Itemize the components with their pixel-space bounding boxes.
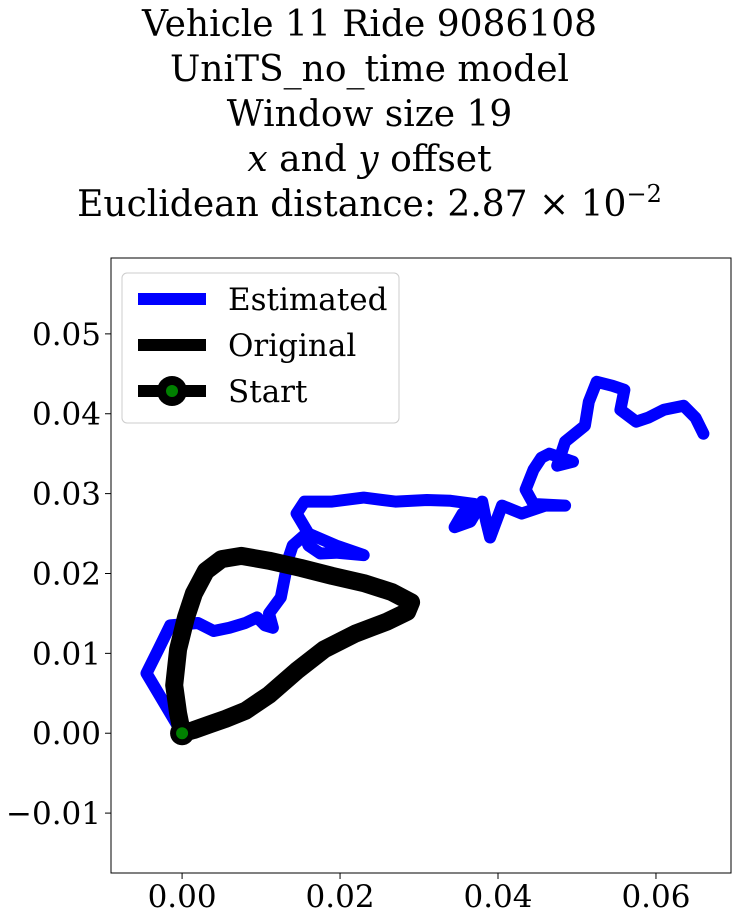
- title-y-symbol: y: [358, 139, 379, 180]
- series-line-estimated: [140, 375, 710, 740]
- legend-marker-start: [166, 385, 178, 397]
- y-tick-label: 0.02: [32, 556, 101, 592]
- y-axis: −0.01 0.00 0.01 0.02 0.03 0.04 0.05: [6, 317, 111, 832]
- title-x-symbol: x: [247, 139, 268, 180]
- title-line-1: Vehicle 11 Ride 9086108: [141, 4, 598, 45]
- legend-label-start: Start: [228, 374, 308, 410]
- title-line-4: x and y offset: [0, 137, 739, 182]
- title-offset: offset: [378, 139, 492, 180]
- x-tick-label: 0.04: [463, 879, 532, 915]
- series-layer: [140, 375, 710, 746]
- title-and: and: [267, 139, 359, 180]
- title-line-5: Euclidean distance: 2.87 × 10−2: [0, 182, 739, 227]
- series-line-original: [165, 546, 421, 743]
- x-tick-label: 0.00: [148, 879, 217, 915]
- plot-frame: [110, 257, 732, 874]
- x-axis: 0.00 0.02 0.04 0.06: [148, 873, 690, 915]
- y-tick-label: −0.01: [6, 796, 101, 832]
- legend: Estimated Original Start: [121, 272, 400, 424]
- y-tick-label: 0.03: [32, 477, 101, 513]
- x-tick-label: 0.06: [621, 879, 690, 915]
- y-tick-label: 0.05: [32, 317, 101, 353]
- start-marker: [176, 727, 189, 740]
- chart-title: Vehicle 11 Ride 9086108 UniTS_no_time mo…: [0, 2, 739, 227]
- title-distance: Euclidean distance: 2.87 × 10: [77, 184, 627, 225]
- legend-label-original: Original: [228, 328, 356, 364]
- legend-label-estimated: Estimated: [228, 282, 387, 318]
- title-exponent: −2: [626, 180, 662, 208]
- title-line-2: UniTS_no_time model: [169, 49, 570, 90]
- x-tick-label: 0.02: [306, 879, 375, 915]
- y-tick-label: 0.01: [32, 636, 101, 672]
- title-line-3: Window size 19: [226, 94, 513, 135]
- y-tick-label: 0.04: [32, 397, 101, 433]
- y-tick-label: 0.00: [32, 716, 101, 752]
